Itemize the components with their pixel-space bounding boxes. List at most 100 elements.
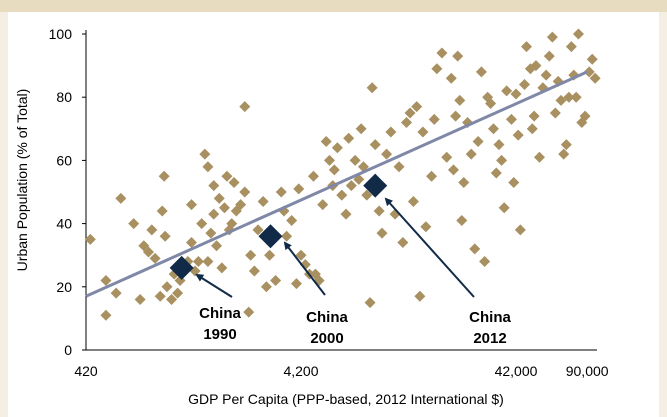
country-point <box>505 113 517 125</box>
country-point <box>290 278 302 290</box>
country-point <box>192 256 204 268</box>
country-point <box>498 202 510 214</box>
country-point <box>134 293 146 305</box>
y-tick-label: 100 <box>49 26 73 42</box>
country-point <box>252 224 264 236</box>
country-point <box>465 148 477 160</box>
country-point <box>110 287 122 299</box>
annotation-label: China <box>199 305 241 322</box>
country-point <box>202 256 214 268</box>
country-point <box>487 123 499 135</box>
top-border <box>0 0 667 12</box>
y-tick-label: 40 <box>56 216 72 232</box>
country-point <box>196 218 208 230</box>
country-point <box>264 249 276 261</box>
country-point <box>154 290 166 302</box>
country-point <box>245 249 257 261</box>
x-axis-label: GDP Per Capita (PPP-based, 2012 Internat… <box>188 391 504 407</box>
country-point <box>521 41 533 53</box>
annotation-arrow <box>384 197 475 298</box>
country-point <box>469 243 481 255</box>
country-point <box>543 50 555 62</box>
country-point <box>128 218 140 230</box>
country-point <box>407 195 419 207</box>
country-point <box>501 85 513 97</box>
x-tick-label: 4,200 <box>283 363 318 379</box>
country-point <box>172 287 184 299</box>
country-point <box>149 252 161 264</box>
country-point <box>369 139 381 151</box>
country-point <box>400 116 412 128</box>
country-point <box>479 256 491 268</box>
china-annotations: China 1990 China 2000 China 2012 <box>195 197 511 347</box>
country-point <box>445 72 457 84</box>
country-point <box>270 274 282 286</box>
country-point <box>373 205 385 217</box>
country-point <box>286 214 298 226</box>
country-point <box>115 192 127 204</box>
country-point <box>436 47 448 59</box>
china-point <box>258 224 283 249</box>
country-point <box>420 221 432 233</box>
country-point <box>496 154 508 166</box>
country-point <box>202 161 214 173</box>
country-point <box>485 98 497 110</box>
country-point <box>450 110 462 122</box>
china-points <box>169 173 388 280</box>
country-point <box>361 189 373 201</box>
y-tick-label: 60 <box>56 152 72 168</box>
country-point <box>239 101 251 113</box>
country-point <box>530 60 542 72</box>
annotation-arrow <box>283 241 326 296</box>
country-point <box>317 199 329 211</box>
country-point <box>146 224 158 236</box>
country-points <box>84 28 601 321</box>
country-point <box>343 132 355 144</box>
country-point <box>572 28 584 40</box>
country-point <box>447 164 459 176</box>
country-point <box>213 192 225 204</box>
country-point <box>454 94 466 106</box>
x-tick-labels: 420 4,200 42,000 90,000 <box>74 363 608 379</box>
country-point <box>349 154 361 166</box>
y-axis-label: Urban Population (% of Total) <box>14 89 30 272</box>
country-point <box>586 53 598 65</box>
country-point <box>546 31 558 43</box>
country-point <box>458 177 470 189</box>
country-point <box>526 123 538 135</box>
country-point <box>528 110 540 122</box>
country-point <box>456 214 468 226</box>
y-tick-labels: 0 20 40 60 80 100 <box>49 26 86 358</box>
trend-line <box>85 70 588 298</box>
country-point <box>404 107 416 119</box>
country-point <box>243 306 255 318</box>
country-point <box>185 199 197 211</box>
country-point <box>560 139 572 151</box>
annotation-label: China <box>306 309 348 326</box>
country-point <box>514 224 526 236</box>
country-point <box>328 164 340 176</box>
country-point <box>533 151 545 163</box>
country-point <box>293 183 305 195</box>
country-point <box>340 208 352 220</box>
y-tick-label: 80 <box>56 89 72 105</box>
country-point <box>218 202 230 214</box>
country-point <box>381 148 393 160</box>
country-point <box>414 290 426 302</box>
country-point <box>161 281 173 293</box>
country-point <box>185 237 197 249</box>
country-point <box>307 170 319 182</box>
country-point <box>84 233 96 245</box>
country-point <box>366 82 378 94</box>
china-point <box>169 255 194 280</box>
country-point <box>452 50 464 62</box>
country-point <box>159 230 171 242</box>
country-point <box>295 249 307 261</box>
left-border <box>0 12 8 417</box>
annotation-year: 2000 <box>310 330 343 347</box>
country-point <box>208 208 220 220</box>
country-point <box>397 237 409 249</box>
country-point <box>472 135 484 147</box>
